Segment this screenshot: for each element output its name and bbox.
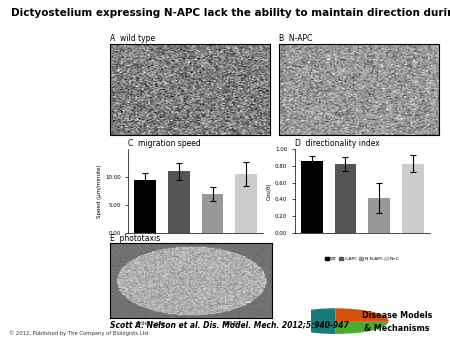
Text: wild type: wild type xyxy=(136,321,165,326)
Text: © 2012. Published by The Company of Biologists Ltd: © 2012. Published by The Company of Biol… xyxy=(9,331,148,336)
Wedge shape xyxy=(336,308,389,321)
Y-axis label: Cos(θ): Cos(θ) xyxy=(267,182,272,200)
Y-axis label: Speed (μm/minute): Speed (μm/minute) xyxy=(97,164,102,218)
Bar xyxy=(235,174,257,233)
Wedge shape xyxy=(283,308,336,334)
Text: N-APC: N-APC xyxy=(222,321,241,326)
Wedge shape xyxy=(336,321,389,334)
Bar xyxy=(301,161,323,233)
Bar xyxy=(202,194,224,233)
Text: Disease Models: Disease Models xyxy=(362,311,432,319)
Text: B  N-APC: B N-APC xyxy=(279,34,312,43)
Bar xyxy=(168,171,190,233)
Bar xyxy=(368,198,390,233)
Bar xyxy=(402,164,423,233)
Bar xyxy=(334,164,356,233)
Text: A  wild type: A wild type xyxy=(110,34,155,43)
Text: Dictyostelium expressing N-APC lack the ability to maintain direction during mig: Dictyostelium expressing N-APC lack the … xyxy=(11,8,450,19)
Text: D  directionality index: D directionality index xyxy=(295,139,379,148)
Bar xyxy=(135,180,156,233)
Text: C  migration speed: C migration speed xyxy=(128,139,201,148)
Legend: WT, C-APC, N N-APC, N+C: WT, C-APC, N N-APC, N+C xyxy=(323,255,401,263)
Text: & Mechanisms: & Mechanisms xyxy=(364,324,430,333)
Text: E  phototaxis: E phototaxis xyxy=(110,234,161,243)
Text: Scott A. Nelson et al. Dis. Model. Mech. 2012;5:940-947: Scott A. Nelson et al. Dis. Model. Mech.… xyxy=(110,320,349,330)
Legend: Wild type, C-APC, N N-APC, N+C: Wild type, C-APC, N N-APC, N+C xyxy=(150,255,242,263)
